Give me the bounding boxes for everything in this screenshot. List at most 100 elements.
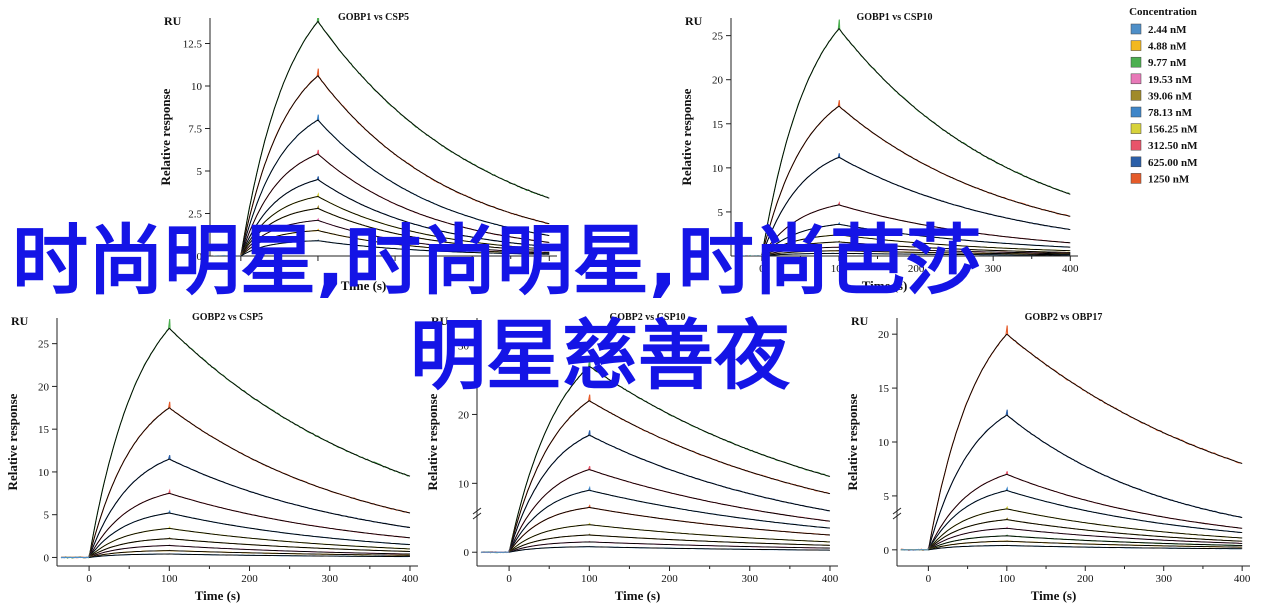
x-tick-label: 300 [1155, 573, 1172, 585]
axis-break-mark [892, 507, 902, 515]
axis-break-mark [472, 512, 482, 520]
y-tick-label: 7.5 [188, 124, 202, 136]
legend-label: 39.06 nM [1148, 90, 1193, 102]
fit-curve [508, 524, 831, 553]
x-tick-label: 400 [402, 573, 419, 585]
fit-curve [928, 508, 1243, 551]
fit-curve [508, 534, 831, 553]
series-line [60, 401, 410, 559]
legend-title: Concentration [1129, 6, 1197, 18]
x-tick-label: 200 [661, 573, 678, 585]
series-group [900, 325, 1243, 551]
legend-swatch [1130, 173, 1142, 184]
fit-curve [508, 400, 831, 553]
fit-curve [927, 414, 1243, 550]
legend-label: 312.50 nM [1148, 140, 1198, 152]
y-tick-label: 12.5 [183, 39, 203, 51]
y-tick-label: 30 [458, 341, 470, 353]
y-tick-label: 5 [44, 510, 50, 522]
y-tick-label: 5 [884, 491, 890, 503]
y-axis-title: Relative response [158, 88, 173, 185]
fit-curve [928, 519, 1243, 551]
fit-curve [240, 153, 550, 256]
fit-curve [240, 119, 550, 256]
fit-curve [88, 407, 411, 558]
legend-item: 625.00 nM [1130, 156, 1198, 169]
legend-swatch [1130, 56, 1142, 68]
axis-break-mark [472, 507, 482, 515]
series-line [900, 325, 1242, 551]
fit-curve [88, 458, 411, 558]
y-axis-title: Relative response [679, 88, 694, 185]
legend-swatch [1130, 123, 1142, 134]
fit-curve [761, 241, 1071, 256]
y-tick-label: 5 [197, 166, 203, 178]
legend-swatch [1130, 156, 1142, 168]
y-tick-label: 25 [712, 31, 724, 43]
legend-item: 9.77 nM [1130, 56, 1187, 69]
y-axis-title: Relative response [425, 393, 440, 490]
legend-item: 312.50 nM [1130, 139, 1198, 152]
fit-curve [761, 252, 1071, 256]
fit-curve [240, 179, 550, 256]
x-tick-label: 100 [161, 573, 178, 585]
fit-curve [240, 219, 550, 256]
fit-curve [240, 230, 550, 256]
fit-curve [761, 156, 1071, 256]
series-line [60, 319, 410, 559]
legend-label: 625.00 nM [1148, 157, 1198, 169]
fit-curve [88, 527, 411, 558]
fit-curve [88, 538, 411, 558]
fit-curve [88, 327, 411, 558]
legend: Concentration 2.44 nM 4.88 nM 9.77 nM 19.53… [1129, 6, 1198, 185]
series-line [480, 504, 830, 553]
fit-curve [761, 27, 1071, 256]
series-group [213, 18, 550, 256]
x-axis-title: Time (s) [341, 278, 387, 293]
y-tick-label: 0 [464, 547, 470, 559]
y-tick-label: 10 [712, 163, 724, 175]
series-group [60, 319, 411, 559]
fit-curve [928, 540, 1243, 551]
axis-break-mark [892, 512, 902, 520]
y-tick-label: 5 [718, 207, 724, 219]
chart-title: GOBP2 vs CSP10 [609, 312, 685, 323]
fit-curve [508, 365, 831, 553]
series-line [213, 18, 549, 256]
fit-curve [928, 535, 1243, 551]
x-axis-title: Time (s) [1031, 588, 1077, 603]
fit-curve [928, 545, 1243, 551]
fit-curve [240, 196, 550, 256]
x-tick-label: 300 [742, 573, 759, 585]
y-tick-label: 0 [884, 545, 890, 557]
series-line [213, 176, 549, 256]
units-label: RU [164, 14, 182, 28]
fit-curve [508, 469, 831, 553]
legend-label: 4.88 nM [1148, 41, 1187, 53]
legend-item: 1250 nM [1130, 173, 1190, 185]
x-tick-label: 100 [581, 573, 598, 585]
y-tick-label: 10 [191, 81, 203, 93]
series-line [481, 394, 830, 554]
legend-item: 78.13 nM [1130, 106, 1193, 119]
x-tick-label: 400 [822, 573, 839, 585]
legend-items: 2.44 nM 4.88 nM 9.77 nM 19.53 nM 39.06 nM 78.… [1130, 23, 1198, 185]
x-tick-label: 0 [926, 573, 932, 585]
fit-curve [508, 541, 831, 553]
series-line [481, 485, 830, 553]
x-tick-label: 0 [759, 263, 765, 275]
legend-item: 2.44 nM [1130, 23, 1187, 36]
legend-label: 19.53 nM [1148, 74, 1193, 86]
x-tick-label: 400 [1234, 573, 1251, 585]
series-group [480, 358, 831, 554]
chart-panel: 0 5 10 15 20 25 0 100 200 300 400 GOBP2 vs CSP5 RU Ti… [5, 312, 419, 603]
x-tick-label: 400 [1062, 263, 1079, 275]
chart-title: GOBP2 vs OBP17 [1025, 312, 1103, 323]
y-tick-label: 15 [878, 383, 890, 395]
series-line [480, 430, 830, 554]
legend-swatch [1130, 23, 1142, 35]
x-axis-title: Time (s) [615, 588, 661, 603]
legend-label: 78.13 nM [1148, 107, 1193, 119]
